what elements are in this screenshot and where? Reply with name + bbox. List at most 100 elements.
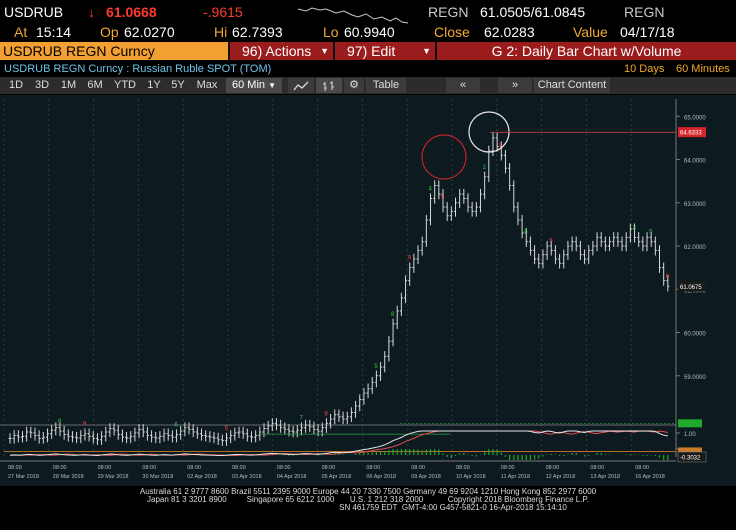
x-date-label: 11 Apr 2018 xyxy=(501,474,530,480)
x-time-label: 08:00 xyxy=(546,465,560,471)
interval-select[interactable]: 60 Min ▼ xyxy=(226,78,282,93)
settings-button[interactable]: ⚙ xyxy=(344,78,364,93)
macd-line xyxy=(9,430,668,457)
x-date-label: 04 Apr 2018 xyxy=(277,474,307,480)
x-time-label: 08:00 xyxy=(53,465,67,471)
caret-down-icon: ▼ xyxy=(422,46,431,56)
high-value: 62.7393 xyxy=(232,24,283,40)
orange-level-tag xyxy=(678,447,702,456)
sequential-count-label: 6 xyxy=(666,274,670,280)
line-chart-button[interactable] xyxy=(288,78,314,93)
y-tick-label: 60.0000 xyxy=(684,332,706,338)
y-tick-label: 63.0000 xyxy=(684,202,706,208)
x-date-label: 27 Mar 2018 xyxy=(8,474,39,480)
chart-title[interactable]: G 2: Daily Bar Chart w/Volume xyxy=(437,42,736,60)
x-date-label: 28 Mar 2018 xyxy=(53,474,84,480)
sequential-count-label: 6 xyxy=(524,230,528,236)
y-tick-label: 65.0000 xyxy=(684,115,706,121)
last-price: 61.0668 xyxy=(106,4,157,20)
period-1m[interactable]: 1M xyxy=(60,79,77,91)
chart-content-button[interactable]: Chart Content xyxy=(534,78,610,93)
y-tick-label: 64.0000 xyxy=(684,159,706,165)
green-level-tag xyxy=(678,419,702,428)
high-price-tag: 64.6333 xyxy=(680,131,702,137)
time-value: 15:14 xyxy=(36,24,72,40)
footer-line-3: SN 461759 EDT GMT-4:00 G457-5821-0 16-Ap… xyxy=(339,503,567,512)
interval-select-label: 60 Min xyxy=(231,79,266,91)
x-time-label: 08:00 xyxy=(411,465,425,471)
low-value: 60.9940 xyxy=(344,24,395,40)
sequential-count-label: 9 xyxy=(324,411,328,417)
time-label: At xyxy=(14,24,28,40)
range-label: 10 Days xyxy=(624,63,665,75)
x-time-label: 08:00 xyxy=(322,465,336,471)
sequential-count-label: 8 xyxy=(391,312,395,318)
x-date-label: 12 Apr 2018 xyxy=(546,474,576,480)
caret-down-icon: ▼ xyxy=(320,46,329,56)
low-label: Lo xyxy=(323,24,339,40)
actions-menu-button[interactable]: 96) Actions ▼ xyxy=(230,42,333,60)
interval-label: 60 Minutes xyxy=(676,63,730,75)
actions-label: Actions xyxy=(265,43,312,59)
footer-line-1: Australia 61 2 9777 8600 Brazil 5511 239… xyxy=(139,487,597,496)
sequential-count-label: 5 xyxy=(549,238,553,244)
period-6m[interactable]: 6M xyxy=(87,79,103,91)
x-date-label: 09 Apr 2018 xyxy=(411,474,441,480)
sequential-count-label: 9 xyxy=(499,143,503,149)
last-price-tag-bg xyxy=(678,281,706,292)
sequential-count-label: 7 xyxy=(299,416,303,422)
close-value: 62.0283 xyxy=(484,24,535,40)
ticker-field[interactable]: USDRUB REGN Curncy xyxy=(0,42,228,60)
command-toolbar: USDRUB REGN Curncy 96) Actions ▼ 97) Edi… xyxy=(0,42,736,60)
high-label: Hi xyxy=(214,24,228,40)
period-ytd[interactable]: YTD xyxy=(114,79,136,91)
period-max[interactable]: Max xyxy=(196,79,218,91)
sequential-count-label: 9 xyxy=(441,195,445,201)
scroll-forward-button[interactable]: » xyxy=(498,78,532,93)
x-time-label: 08:00 xyxy=(366,465,380,471)
indicator-last-tag: -0.3032 xyxy=(680,456,701,462)
open-value: 62.0270 xyxy=(124,24,175,40)
sequential-count-label: 3 xyxy=(633,225,637,231)
y-tick-label: 62.0000 xyxy=(684,245,706,251)
x-date-label: 30 Mar 2018 xyxy=(142,474,173,480)
sequential-count-label: 5 xyxy=(649,230,653,236)
indicator-last-tag-bg xyxy=(677,451,707,463)
chart-area[interactable]: 59.000060.000061.000062.000063.000064.00… xyxy=(0,95,736,487)
x-date-label: 06 Apr 2018 xyxy=(366,474,396,480)
x-time-label: 08:00 xyxy=(142,465,156,471)
period-1d[interactable]: 1D xyxy=(8,79,24,91)
footer-contacts: Australia 61 2 9777 8600 Brazil 5511 239… xyxy=(0,486,736,530)
period-3d[interactable]: 3D xyxy=(34,79,50,91)
edit-menu-button[interactable]: 97) Edit ▼ xyxy=(335,42,435,60)
gear-icon: ⚙ xyxy=(349,79,359,91)
x-date-label: 02 Apr 2018 xyxy=(187,474,217,480)
table-button[interactable]: Table xyxy=(366,78,406,93)
edit-label: Edit xyxy=(371,43,396,59)
period-5y[interactable]: 5Y xyxy=(171,79,185,91)
x-date-label: 29 Mar 2018 xyxy=(98,474,129,480)
close-label: Close xyxy=(434,24,470,40)
sequential-count-label: 8 xyxy=(58,419,62,425)
y-tick-label: 59.0000 xyxy=(684,375,706,381)
down-arrow-icon: ↓ xyxy=(88,4,95,20)
x-date-label: 13 Apr 2018 xyxy=(590,474,620,480)
source-label-1: REGN xyxy=(428,4,469,20)
period-1y[interactable]: 1Y xyxy=(147,79,161,91)
sequential-count-label: 9 xyxy=(225,426,229,432)
signal-line xyxy=(10,430,668,457)
security-description-bar: USDRUB REGN Curncy : Russian Ruble SPOT … xyxy=(0,62,736,76)
x-time-label: 08:00 xyxy=(232,465,246,471)
x-date-label: 03 Apr 2018 xyxy=(232,474,262,480)
x-time-label: 08:00 xyxy=(590,465,604,471)
intraday-sparkline xyxy=(297,7,409,24)
security-description: USDRUB REGN Curncy : Russian Ruble SPOT … xyxy=(4,63,272,75)
bar-chart-button[interactable] xyxy=(316,78,342,93)
footer-line-2: Japan 81 3 3201 8900 Singapore 65 6212 1… xyxy=(147,495,589,504)
sequential-count-label: 4 xyxy=(429,186,433,192)
bar-chart-icon xyxy=(323,81,334,91)
source-label-2: REGN xyxy=(624,4,665,20)
sequential-count-label: 9 xyxy=(408,256,412,262)
x-time-label: 08:00 xyxy=(277,465,291,471)
scroll-back-button[interactable]: « xyxy=(446,78,480,93)
